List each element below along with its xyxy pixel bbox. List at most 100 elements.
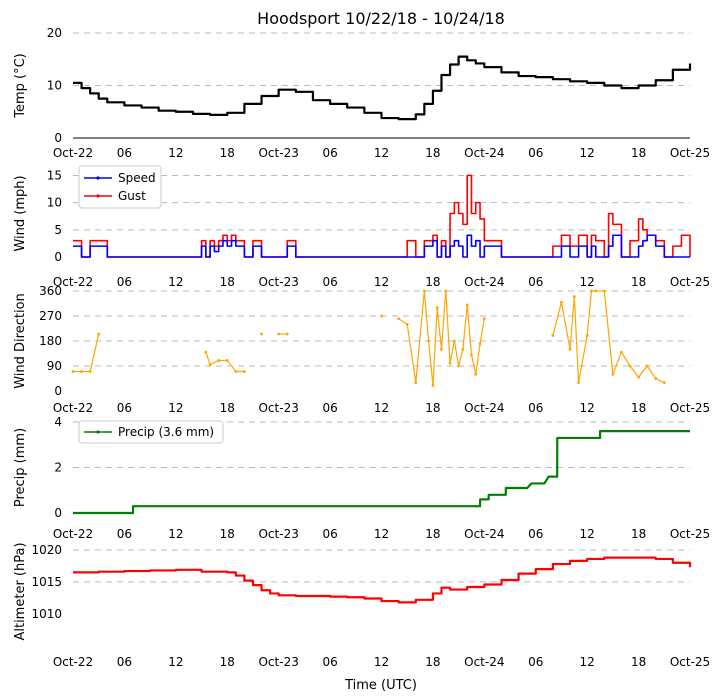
y-tick-label: 1010 <box>31 607 62 621</box>
direction-segment <box>398 318 408 325</box>
y-axis-label: Wind (mph) <box>13 175 28 251</box>
direction-point <box>380 314 383 318</box>
x-tick-label: Oct-22 <box>53 146 93 160</box>
x-tick-label: 12 <box>580 655 595 669</box>
y-axis-label: Precip (mm) <box>13 428 28 507</box>
series-line-temp <box>73 55 692 121</box>
x-tick-label: 12 <box>168 401 183 415</box>
x-tick-label: 12 <box>580 275 595 289</box>
y-tick-label: 2 <box>54 461 62 475</box>
x-tick-label: 18 <box>631 146 646 160</box>
x-tick-label: 06 <box>117 527 132 541</box>
direction-segment <box>612 351 623 375</box>
x-tick-label: 18 <box>425 655 440 669</box>
direction-segment <box>638 365 648 378</box>
legend-label-speed: Speed <box>118 171 156 185</box>
x-axis-label: Time (UTC) <box>344 678 417 693</box>
x-tick-label: 06 <box>528 401 543 415</box>
direction-segment <box>209 359 219 366</box>
x-tick-label: 18 <box>425 401 440 415</box>
x-tick-label: 12 <box>374 146 389 160</box>
direction-segment <box>569 296 575 350</box>
x-tick-label: 12 <box>168 146 183 160</box>
x-tick-label: 18 <box>220 146 235 160</box>
y-tick-label: 0 <box>54 384 62 398</box>
y-tick-label: 270 <box>39 309 62 323</box>
direction-point <box>97 332 101 336</box>
direction-segment <box>620 351 631 367</box>
x-tick-label: 06 <box>322 275 337 289</box>
direction-point <box>662 381 666 385</box>
direction-segment <box>406 324 417 383</box>
y-tick-label: 0 <box>54 506 62 520</box>
x-tick-label: 06 <box>528 146 543 160</box>
x-tick-label: 18 <box>220 275 235 289</box>
x-tick-label: Oct-25 <box>670 401 710 415</box>
x-tick-label: Oct-25 <box>670 527 710 541</box>
legend-label-gust: Gust <box>118 189 146 203</box>
y-tick-label: 360 <box>39 284 62 298</box>
series-line-speed <box>73 234 690 258</box>
x-tick-label: Oct-24 <box>464 401 504 415</box>
direction-segment <box>586 290 593 336</box>
x-tick-label: Oct-23 <box>258 146 298 160</box>
direction-segment <box>646 365 657 379</box>
y-tick-label: 4 <box>54 415 62 429</box>
x-tick-label: 18 <box>425 146 440 160</box>
x-tick-label: 12 <box>374 401 389 415</box>
direction-segment <box>578 335 588 383</box>
x-tick-label: Oct-23 <box>258 275 298 289</box>
x-tick-label: 06 <box>117 401 132 415</box>
legend-marker-gust <box>96 194 100 198</box>
x-tick-label: Oct-22 <box>53 275 93 289</box>
direction-point <box>568 347 572 351</box>
x-tick-label: 12 <box>168 655 183 669</box>
x-tick-label: Oct-23 <box>258 655 298 669</box>
x-tick-label: Oct-23 <box>258 527 298 541</box>
legend-box <box>78 165 162 209</box>
x-tick-label: 18 <box>631 655 646 669</box>
x-tick-label: Oct-24 <box>464 275 504 289</box>
direction-segment <box>449 340 455 364</box>
x-tick-label: 18 <box>631 275 646 289</box>
y-tick-label: 10 <box>47 196 62 210</box>
direction-segment <box>415 290 425 383</box>
x-tick-label: 06 <box>117 655 132 669</box>
direction-segment <box>428 340 434 386</box>
y-axis-label: Temp (°C) <box>13 53 28 119</box>
series-line-precip-3-6-mm- <box>73 430 690 515</box>
y-tick-label: 90 <box>47 359 62 373</box>
legend-marker-precip <box>96 430 100 434</box>
direction-segment <box>479 318 485 344</box>
direction-segment <box>436 307 443 350</box>
direction-segment <box>462 304 468 350</box>
y-tick-label: 1015 <box>31 575 62 589</box>
direction-point <box>482 317 486 321</box>
y-tick-label: 10 <box>47 79 62 93</box>
y-tick-label: 0 <box>54 250 62 264</box>
direction-segment <box>466 304 473 355</box>
x-tick-label: 06 <box>528 655 543 669</box>
y-tick-label: 15 <box>47 168 62 182</box>
x-tick-label: 18 <box>631 527 646 541</box>
x-tick-label: 12 <box>580 146 595 160</box>
direction-segment <box>226 360 237 372</box>
direction-segment <box>629 365 640 378</box>
x-tick-label: Oct-23 <box>258 401 298 415</box>
x-tick-label: Oct-24 <box>464 655 504 669</box>
direction-point <box>285 332 289 336</box>
direction-point <box>260 332 263 336</box>
x-tick-label: 06 <box>528 275 543 289</box>
x-tick-label: 18 <box>220 401 235 415</box>
x-tick-label: 18 <box>220 655 235 669</box>
y-tick-label: 20 <box>47 26 62 40</box>
direction-segment <box>453 340 460 367</box>
y-tick-label: 180 <box>39 334 62 348</box>
direction-segment <box>432 307 438 386</box>
x-tick-label: Oct-22 <box>53 527 93 541</box>
x-tick-label: Oct-25 <box>670 146 710 160</box>
x-tick-label: Oct-25 <box>670 275 710 289</box>
y-axis-label: Altimeter (hPa) <box>13 542 28 640</box>
x-tick-label: 06 <box>322 146 337 160</box>
